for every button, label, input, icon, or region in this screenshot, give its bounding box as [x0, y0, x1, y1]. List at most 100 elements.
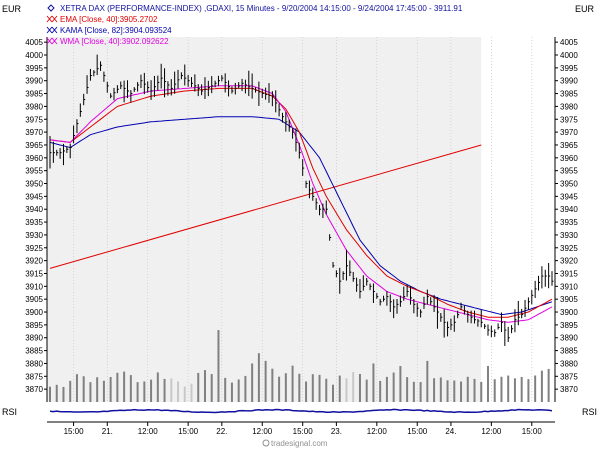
y-tick-label-right: 3910: [560, 282, 578, 291]
volume-bar: [271, 368, 274, 402]
volume-bar: [143, 381, 146, 402]
volume-bar: [264, 360, 267, 402]
volume-bar: [433, 378, 436, 402]
shaded-region: [47, 37, 482, 402]
volume-bar: [534, 375, 537, 402]
volume-bar: [507, 375, 510, 402]
volume-bar: [237, 379, 240, 402]
y-tick-label-right: 3935: [560, 218, 578, 227]
kama-line: [49, 116, 553, 316]
volume-bar: [150, 379, 153, 402]
rsi-label-left: RSI: [2, 407, 17, 417]
volume-bar: [183, 386, 186, 402]
y-tick-label-right: 3890: [560, 334, 578, 343]
volume-bar: [439, 377, 442, 402]
volume-bar: [547, 368, 550, 402]
volume-bar: [197, 372, 200, 402]
volume-bar: [224, 377, 227, 402]
volume-bar: [75, 374, 78, 402]
y-tick-label-right: 3945: [560, 192, 578, 201]
y-tick-label-left: 3925: [25, 244, 43, 253]
x-tick-label: 15:00: [64, 427, 85, 436]
volume-bar: [480, 381, 483, 402]
y-tick-label-left: 3995: [25, 64, 43, 73]
volume-bar: [325, 378, 328, 402]
y-tick-label-left: 3905: [25, 295, 43, 304]
y-tick-label-left: 3900: [25, 308, 43, 317]
legend-entry: XETRA DAX (PERFORMANCE-INDEX) ,GDAXI, 15…: [60, 4, 463, 13]
y-tick-label-left: 4005: [25, 38, 43, 47]
volume-bar: [460, 381, 463, 402]
volume-bar: [513, 378, 516, 402]
y-tick-label-right: 3895: [560, 321, 578, 330]
volume-bar: [163, 378, 166, 402]
y-tick-label-right: 3930: [560, 231, 578, 240]
legend-x-icon: [46, 15, 58, 23]
y-tick-label-right: 3940: [560, 205, 578, 214]
y-tick-label-right: 3920: [560, 257, 578, 266]
y-tick-label-right: 3880: [560, 359, 578, 368]
x-tick-label: 15:00: [178, 427, 199, 436]
y-tick-label-left: 3895: [25, 321, 43, 330]
volume-bar: [96, 377, 99, 402]
currency-label-left: EUR: [2, 4, 22, 14]
y-tick-label-right: 3870: [560, 385, 578, 394]
y-tick-label-left: 3930: [25, 231, 43, 240]
y-tick-label-right: 3900: [560, 308, 578, 317]
x-tick-label: 15:00: [407, 427, 428, 436]
volume-bar: [251, 363, 254, 402]
y-tick-label-left: 3885: [25, 347, 43, 356]
y-tick-label-left: 3965: [25, 141, 43, 150]
y-tick-label-right: 3965: [560, 141, 578, 150]
y-tick-label-right: 3980: [560, 102, 578, 111]
footer-logo: tradesignal.com: [271, 439, 328, 448]
volume-bar: [136, 382, 139, 402]
volume-bar: [345, 378, 348, 402]
volume-bar: [392, 372, 395, 402]
y-tick-label-left: 3920: [25, 257, 43, 266]
volume-bar: [129, 375, 132, 402]
volume-bar: [217, 330, 220, 402]
x-tick-label: 12:00: [481, 427, 502, 436]
volume-bar: [284, 373, 287, 402]
volume-bar: [385, 376, 388, 402]
legend-x-icon: [46, 37, 58, 45]
y-tick-label-left: 3960: [25, 154, 43, 163]
volume-bar: [305, 381, 308, 402]
volume-bar: [244, 375, 247, 402]
volume-bar: [412, 381, 415, 402]
volume-bar: [123, 371, 126, 402]
trendline: [49, 144, 482, 269]
rsi-label-right: RSI: [582, 407, 597, 417]
y-tick-label-left: 3950: [25, 180, 43, 189]
volume-bar: [358, 373, 361, 402]
y-tick-label-right: 3990: [560, 77, 578, 86]
legend-x-icon: [46, 26, 58, 34]
volume-bar: [102, 380, 105, 402]
volume-bar: [473, 378, 476, 402]
volume-bar: [203, 370, 206, 402]
y-tick-label-left: 3990: [25, 77, 43, 86]
volume-bar: [446, 380, 449, 402]
y-tick-label-left: 3935: [25, 218, 43, 227]
footer-logo-icon: [262, 439, 270, 447]
y-tick-label-left: 3975: [25, 115, 43, 124]
volume-bar: [69, 380, 72, 402]
y-tick-label-left: 3945: [25, 192, 43, 201]
x-tick-label: 23.: [331, 427, 342, 436]
volume-bar: [399, 366, 402, 402]
volume-bar: [332, 384, 335, 402]
x-tick-label: 12:00: [252, 427, 273, 436]
legend-entry: EMA [Close, 40]:3905.2702: [60, 15, 158, 24]
ema-line: [49, 87, 553, 318]
volume-bar: [156, 372, 159, 402]
volume-bar: [379, 380, 382, 402]
volume-bar: [500, 376, 503, 402]
y-tick-label-right: 3885: [560, 347, 578, 356]
volume-bar: [55, 384, 58, 402]
volume-bar: [352, 372, 355, 402]
volume-bar: [365, 379, 368, 402]
y-tick-label-right: 3985: [560, 90, 578, 99]
